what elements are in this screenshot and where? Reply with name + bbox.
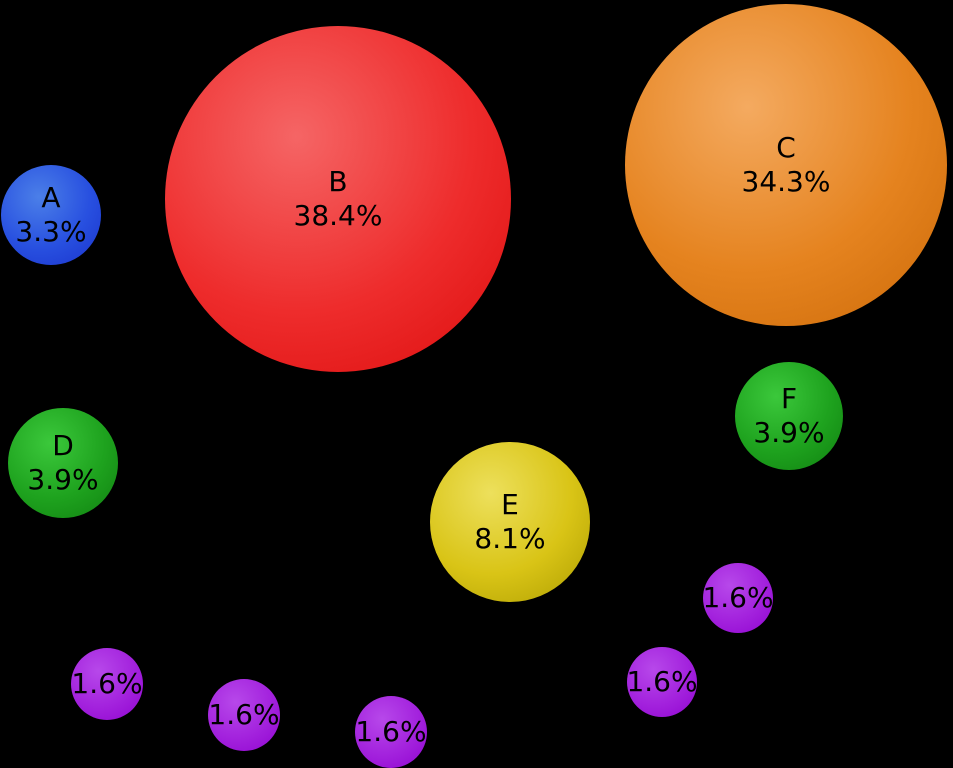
bubble-value: 1.6% (71, 667, 143, 700)
bubble-c: C 34.3% (625, 4, 947, 326)
bubble-value: 1.6% (702, 581, 774, 614)
bubble-small-6: 1.6% (702, 563, 774, 633)
bubble-small-8: 1.6% (71, 648, 143, 720)
bubble-small-10: 1.6% (355, 696, 427, 768)
bubble-value: 1.6% (208, 698, 280, 731)
bubble-label: 1.6% (355, 715, 426, 749)
bubble-label: B 38.4% (294, 165, 383, 233)
bubble-value: 3.9% (27, 463, 99, 496)
bubble-name: D (52, 429, 74, 462)
bubble-small-9: 1.6% (208, 679, 280, 751)
bubble-label: 1.6% (626, 665, 697, 699)
bubble-label: D 3.9% (27, 429, 98, 497)
bubble-label: F 3.9% (753, 382, 824, 450)
bubble-value: 3.9% (753, 416, 825, 449)
bubble-e: E 8.1% (430, 442, 590, 602)
bubble-name: A (41, 181, 61, 214)
bubble-label: 1.6% (71, 667, 142, 701)
bubble-value: 3.3% (15, 215, 87, 248)
bubble-value: 38.4% (293, 199, 383, 232)
bubble-b: B 38.4% (165, 26, 511, 372)
bubble-name: E (501, 488, 519, 521)
bubble-value: 1.6% (626, 665, 698, 698)
bubble-value: 8.1% (474, 522, 546, 555)
bubble-d: D 3.9% (8, 408, 118, 518)
bubble-f: F 3.9% (735, 362, 843, 470)
bubble-small-7: 1.6% (626, 647, 698, 717)
bubble-label: 1.6% (702, 581, 773, 615)
bubble-value: 34.3% (741, 165, 831, 198)
bubble-name: C (776, 131, 796, 164)
bubble-name: B (328, 165, 348, 198)
bubble-label: E 8.1% (474, 488, 545, 556)
bubble-label: A 3.3% (15, 181, 86, 249)
bubble-name: F (780, 382, 798, 415)
bubble-value: 1.6% (355, 715, 427, 748)
bubble-label: 1.6% (208, 698, 279, 732)
bubble-a: A 3.3% (1, 165, 101, 265)
bubble-label: C 34.3% (742, 131, 831, 199)
